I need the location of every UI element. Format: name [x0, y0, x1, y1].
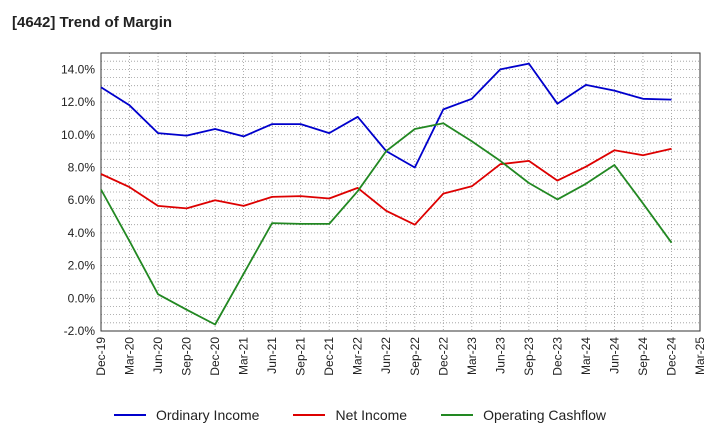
legend-label: Net Income [335, 407, 408, 423]
x-tick-label: Sep-21 [294, 337, 308, 376]
x-tick-label: Dec-22 [436, 337, 450, 376]
chart-title: [4642] Trend of Margin [12, 14, 173, 31]
x-tick-label: Mar-23 [465, 337, 479, 375]
y-tick-label: -2.0% [64, 324, 96, 338]
x-tick-label: Sep-22 [408, 337, 422, 376]
x-tick-label: Sep-20 [180, 337, 194, 376]
y-tick-label: 0.0% [68, 291, 96, 305]
margin-line-chart: -2.0% 0.0% 2.0% 4.0% 6.0% 8.0% 10.0% 12.0% 14.0%… [61, 52, 707, 376]
legend-label: Ordinary Income [155, 407, 260, 423]
chart-legend: Ordinary Income Net Income Operating Cashf… [0, 404, 720, 426]
x-tick-label: Sep-23 [522, 337, 536, 376]
x-axis-tick-labels: Dec-19 Mar-20 Jun-20 Sep-20 Dec-20 Mar-21 Jun-… [94, 337, 707, 376]
legend-item: Ordinary Income [113, 407, 260, 423]
y-tick-label: 2.0% [68, 259, 96, 273]
legend-item: Net Income [293, 407, 407, 423]
legend-item: Operating Cashflow [441, 407, 606, 423]
legend-swatch [293, 414, 326, 416]
y-axis-tick-labels: -2.0% 0.0% 2.0% 4.0% 6.0% 8.0% 10.0% 12.0% 14.0% [61, 62, 95, 338]
x-tick-label: Jun-23 [493, 337, 507, 374]
x-tick-label: Dec-24 [664, 337, 678, 376]
x-tick-label: Mar-20 [123, 337, 137, 375]
y-tick-label: 14.0% [61, 62, 95, 76]
grid-lines [101, 53, 700, 331]
y-tick-label: 12.0% [61, 95, 95, 109]
x-tick-label: Dec-21 [322, 337, 336, 376]
x-tick-label: Mar-25 [693, 337, 707, 375]
x-tick-label: Mar-24 [579, 337, 593, 375]
x-tick-label: Mar-21 [237, 337, 251, 375]
series-lines [100, 62, 673, 326]
x-tick-label: Jun-24 [607, 337, 621, 374]
series-line-net-income [100, 147, 672, 226]
legend-swatch [113, 414, 146, 416]
y-tick-label: 6.0% [68, 193, 96, 207]
plot-area-frame [100, 52, 701, 332]
x-tick-label: Dec-23 [550, 337, 564, 376]
y-tick-label: 10.0% [61, 128, 95, 142]
x-tick-label: Dec-19 [94, 337, 108, 376]
x-tick-label: Sep-24 [636, 337, 650, 376]
legend-label: Operating Cashflow [483, 407, 607, 423]
series-line-operating-cashflow [100, 122, 673, 326]
y-tick-label: 4.0% [68, 226, 96, 240]
x-tick-label: Mar-22 [351, 337, 365, 375]
x-tick-label: Jun-20 [151, 337, 165, 374]
legend-swatch [441, 414, 474, 416]
x-tick-label: Dec-20 [208, 337, 222, 376]
x-tick-label: Jun-22 [379, 337, 393, 374]
x-tick-label: Jun-21 [265, 337, 279, 374]
y-tick-label: 8.0% [68, 160, 96, 174]
